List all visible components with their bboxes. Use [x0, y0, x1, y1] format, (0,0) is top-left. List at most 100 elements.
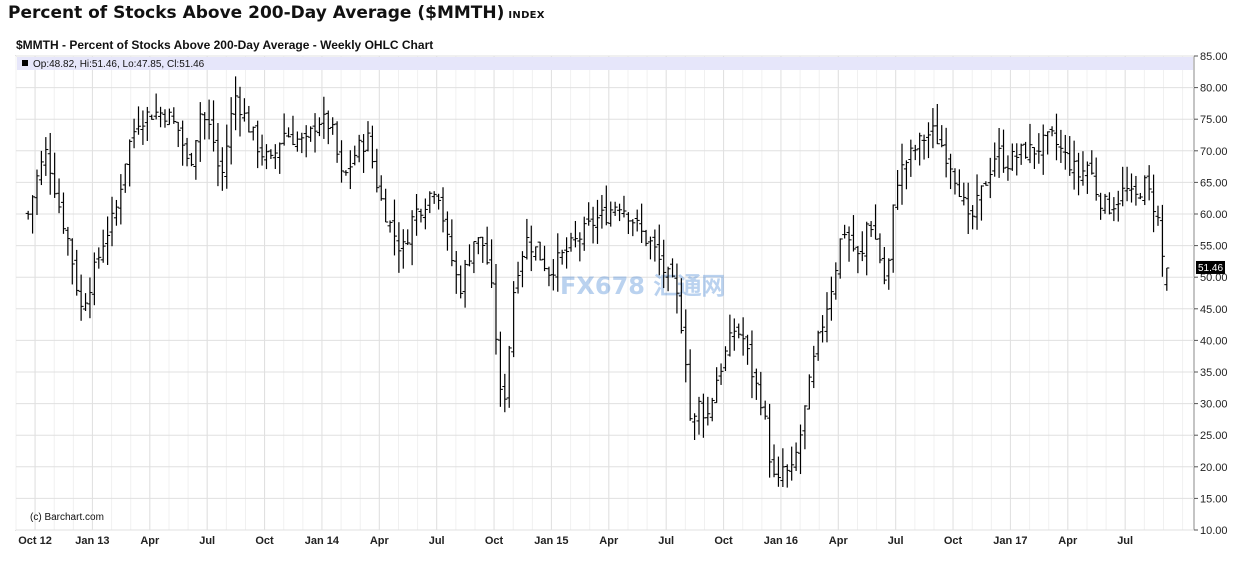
ohlc-bar: [250, 126, 256, 141]
ohlc-bar: [537, 241, 543, 261]
x-tick-label: Oct 12: [18, 535, 52, 547]
ohlc-bar: [793, 442, 799, 471]
ohlc-bar: [670, 258, 676, 278]
ohlc-bar: [255, 120, 261, 169]
ohlc-bar: [890, 204, 896, 273]
ohlc-bar: [1023, 141, 1029, 159]
ohlc-bar: [661, 239, 667, 289]
ohlc-bar: [268, 149, 274, 159]
ohlc-bar: [219, 147, 225, 191]
ohlc-bar: [696, 396, 702, 435]
ohlc-bar: [881, 247, 887, 285]
ohlc-bar: [484, 226, 490, 265]
ohlc-bar: [767, 403, 773, 478]
ohlc-bar: [74, 249, 80, 296]
ohlc-bar: [83, 293, 89, 311]
ohlc-bar: [30, 195, 36, 234]
ohlc-bar: [347, 150, 353, 190]
ohlc-bar: [299, 132, 305, 154]
ohlc-bar: [846, 226, 852, 262]
ohlc-bar: [718, 363, 724, 385]
ohlc-bar: [91, 252, 97, 306]
ohlc-bar: [140, 110, 146, 145]
ohlc-bar: [903, 160, 909, 190]
ohlc-bar: [828, 276, 834, 321]
x-tick-label: Oct: [714, 535, 733, 547]
ohlc-bar: [917, 132, 923, 166]
ohlc-bar: [581, 216, 587, 251]
ohlc-bar: [656, 224, 662, 276]
ohlc-bar: [833, 262, 839, 300]
ohlc-bar: [175, 121, 181, 148]
ohlc-bar: [1102, 193, 1108, 214]
ohlc-bar: [533, 246, 539, 261]
ohlc-bar: [493, 263, 499, 355]
ohlc-bar: [506, 345, 512, 408]
ohlc-bar: [586, 202, 592, 226]
ohlc-bar: [594, 199, 600, 244]
ohlc-bar: [339, 140, 345, 183]
y-tick-label: 85.00: [1200, 51, 1228, 63]
ohlc-bar: [418, 208, 424, 223]
ohlc-bar: [1053, 113, 1059, 161]
ohlc-bar: [934, 103, 940, 145]
ohlc-bar: [286, 127, 292, 138]
ohlc-bar: [144, 106, 150, 141]
ohlc-bar: [47, 132, 53, 195]
ohlc-bar: [1084, 161, 1090, 194]
x-tick-label: Jul: [1117, 535, 1133, 547]
ohlc-bar: [34, 169, 40, 215]
ohlc-bar: [1159, 204, 1165, 277]
x-tick-label: Apr: [829, 535, 849, 547]
ohlc-bar: [1137, 192, 1143, 200]
ohlc-bar: [1014, 143, 1020, 176]
ohlc-bar: [1009, 143, 1015, 171]
ohlc-bar: [96, 247, 102, 269]
ohlc-bar: [939, 125, 945, 148]
ohlc-bar: [815, 330, 821, 361]
chart-title: $MMTH - Percent of Stocks Above 200-Day …: [16, 38, 434, 52]
ohlc-bar: [330, 117, 336, 135]
y-tick-label: 55.00: [1200, 241, 1228, 253]
ohlc-bar: [471, 241, 477, 274]
y-tick-label: 60.00: [1200, 209, 1228, 221]
y-tick-label: 65.00: [1200, 177, 1228, 189]
ohlc-bar: [272, 144, 278, 170]
y-tick-label: 75.00: [1200, 114, 1228, 126]
ohlc-bar: [497, 331, 503, 407]
ohlc-bar: [1076, 152, 1082, 196]
ohlc-bar: [736, 323, 742, 339]
ohlc-bar: [722, 346, 728, 372]
ohlc-bar: [864, 221, 870, 276]
ohlc-bar: [850, 215, 856, 252]
ohlc-bar: [789, 446, 795, 481]
ohlc-bar: [113, 199, 119, 226]
ohlc-bar: [166, 108, 172, 126]
ohlc-bar: [555, 233, 561, 292]
ohlc-bar: [263, 144, 269, 170]
plot-area: [15, 55, 1195, 531]
ohlc-bar: [277, 142, 283, 174]
ohlc-bar: [215, 123, 221, 187]
credit-text: (c) Barchart.com: [30, 512, 104, 523]
ohlc-bar: [820, 315, 826, 343]
last-value-label: 51.46: [1198, 263, 1223, 274]
ohlc-bar: [806, 374, 812, 410]
ohlc-bar: [374, 148, 380, 193]
ohlc-bar: [1129, 173, 1135, 203]
last-value-marker: [1196, 260, 1225, 274]
y-tick-label: 80.00: [1200, 83, 1228, 95]
y-tick-label: 45.00: [1200, 304, 1228, 316]
ohlc-bar: [634, 209, 640, 232]
ohlc-bar: [784, 464, 790, 488]
ohlc-bar: [43, 137, 49, 176]
ohlc-bar: [974, 174, 980, 230]
ohlc-bar: [550, 259, 556, 291]
ohlc-bar: [400, 229, 406, 269]
y-tick-label: 50.00: [1200, 272, 1228, 284]
ohlc-bar: [762, 400, 768, 420]
ohlc-bar: [798, 424, 804, 475]
watermark: FX678 汇通网: [560, 272, 725, 300]
ohlc-bar: [109, 196, 115, 247]
